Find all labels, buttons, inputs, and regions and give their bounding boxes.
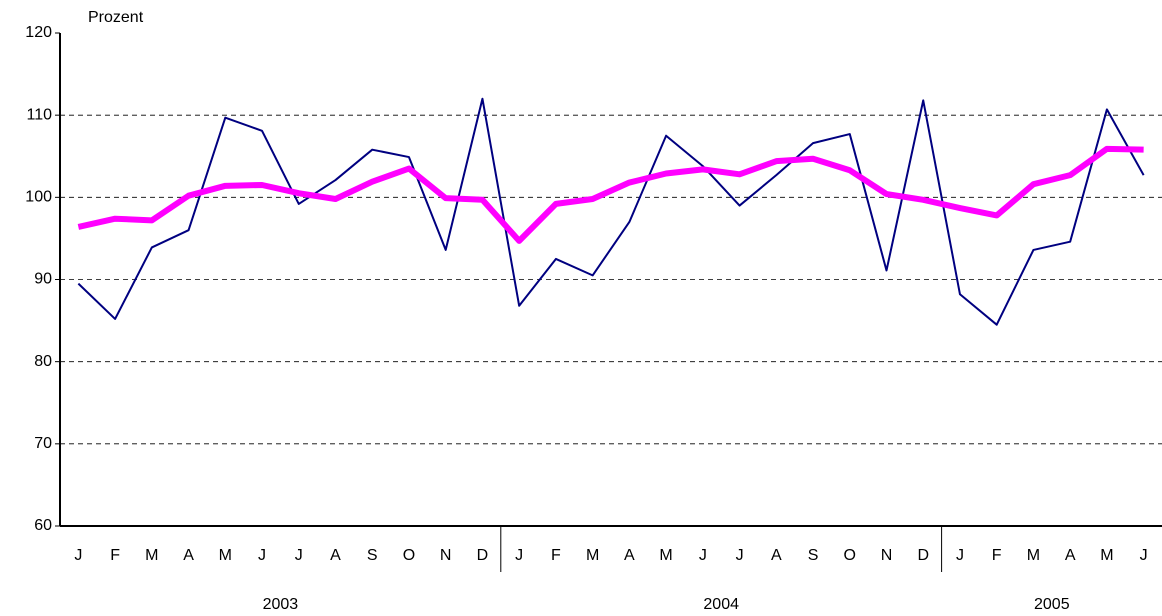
year-label: 2005 (1034, 596, 1070, 613)
x-tick-label: J (736, 547, 744, 564)
y-tick-label: 120 (25, 24, 52, 41)
x-tick-label: S (367, 547, 378, 564)
y-tick-label: 110 (26, 106, 52, 123)
x-tick-label: F (110, 547, 120, 564)
x-tick-label: M (219, 547, 232, 564)
x-tick-label: M (1100, 547, 1113, 564)
x-tick-label: M (586, 547, 599, 564)
x-tick-label: A (624, 547, 635, 564)
x-tick-label: O (844, 547, 856, 564)
x-tick-label: A (1065, 547, 1076, 564)
x-tick-label: F (992, 547, 1002, 564)
y-tick-label: 60 (34, 517, 52, 534)
x-tick-label: O (403, 547, 415, 564)
x-tick-label: A (771, 547, 782, 564)
y-tick-label: 100 (25, 189, 52, 206)
x-tick-label: J (295, 547, 303, 564)
x-tick-label: M (659, 547, 672, 564)
x-tick-label: N (440, 547, 452, 564)
y-tick-label: 80 (34, 353, 52, 370)
year-label: 2004 (703, 596, 739, 613)
x-tick-label: J (1140, 547, 1148, 564)
series-line (77, 97, 1145, 326)
y-tick-label: 90 (34, 271, 52, 288)
x-tick-label: N (881, 547, 893, 564)
x-tick-label: F (551, 547, 561, 564)
x-tick-label: D (477, 547, 489, 564)
y-axis-label: Prozent (88, 9, 144, 26)
x-tick-label: M (1027, 547, 1040, 564)
x-tick-label: A (183, 547, 194, 564)
x-tick-label: D (917, 547, 929, 564)
x-tick-label: J (258, 547, 266, 564)
x-tick-label: J (74, 547, 82, 564)
series-line (77, 145, 1144, 244)
year-label: 2003 (263, 596, 299, 613)
x-tick-label: J (699, 547, 707, 564)
x-tick-label: S (808, 547, 819, 564)
x-tick-label: M (145, 547, 158, 564)
x-tick-label: A (330, 547, 341, 564)
x-tick-label: J (956, 547, 964, 564)
x-tick-label: J (515, 547, 523, 564)
y-tick-label: 70 (34, 435, 52, 452)
